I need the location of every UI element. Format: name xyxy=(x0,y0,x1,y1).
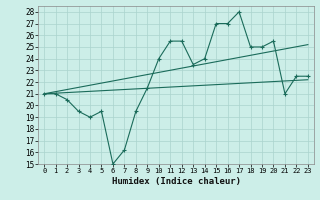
X-axis label: Humidex (Indice chaleur): Humidex (Indice chaleur) xyxy=(111,177,241,186)
